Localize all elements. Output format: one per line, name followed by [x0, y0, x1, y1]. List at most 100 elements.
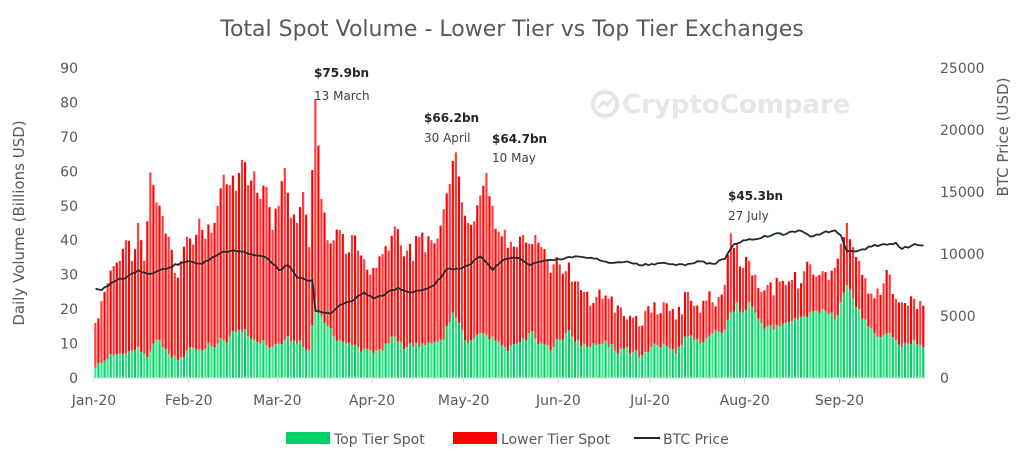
- bar-top-tier: [231, 331, 234, 378]
- bar-lower-tier: [815, 276, 818, 311]
- bar-top-tier: [222, 340, 225, 378]
- bar-top-tier: [567, 330, 571, 378]
- bar-lower-tier: [598, 289, 601, 345]
- bar-top-tier: [97, 362, 100, 378]
- bar-top-tier: [604, 340, 607, 378]
- bar-lower-tier: [586, 291, 589, 347]
- bar-top-tier: [228, 336, 231, 378]
- bar-top-tier: [280, 344, 283, 378]
- bar-top-tier: [369, 350, 372, 378]
- bar-top-tier: [497, 341, 500, 378]
- bar-top-tier: [720, 332, 723, 378]
- bar-top-tier: [564, 333, 567, 378]
- annotation-date: 10 May: [492, 151, 536, 165]
- bar-lower-tier: [231, 175, 234, 332]
- bar-top-tier: [518, 342, 522, 378]
- bar-top-tier: [903, 342, 907, 378]
- bar-top-tier: [225, 342, 228, 378]
- bar-lower-tier: [741, 267, 745, 313]
- x-tick-label: May-20: [438, 393, 490, 409]
- y-axis-ticks: 0 10 20 30 40 50 60 70 80 90: [60, 61, 78, 387]
- bar-lower-tier: [448, 183, 451, 322]
- watermark-text: CryptoCompare: [622, 90, 850, 120]
- bar-top-tier: [836, 315, 839, 378]
- bar-lower-tier: [164, 233, 167, 350]
- bar-lower-tier: [900, 302, 904, 347]
- y2-tick-label: 25000: [940, 61, 985, 77]
- bar-top-tier: [598, 344, 601, 378]
- bar-lower-tier: [573, 281, 577, 342]
- bar-top-tier: [662, 343, 665, 378]
- bar-lower-tier: [470, 224, 473, 341]
- bar-top-tier: [393, 336, 396, 378]
- bar-lower-tier: [424, 252, 427, 346]
- bar-top-tier: [216, 343, 219, 378]
- bar-lower-tier: [317, 145, 320, 313]
- bar-lower-tier: [763, 290, 766, 329]
- bar-top-tier: [219, 338, 222, 378]
- bar-top-tier: [714, 330, 717, 378]
- bar-lower-tier: [158, 205, 161, 340]
- bar-top-tier: [644, 352, 647, 378]
- annotation-date: 30 April: [424, 131, 471, 145]
- bar-lower-tier: [787, 281, 790, 322]
- bar-lower-tier: [213, 222, 216, 348]
- bar-lower-tier: [366, 269, 369, 349]
- bar-lower-tier: [754, 274, 757, 313]
- bar-top-tier: [338, 340, 341, 378]
- bar-top-tier: [207, 342, 210, 378]
- bar-top-tier: [723, 329, 726, 378]
- legend-item-btc-price[interactable]: BTC Price: [634, 432, 729, 448]
- bar-lower-tier: [882, 283, 885, 335]
- bar-lower-tier: [314, 99, 317, 299]
- bar-lower-tier: [751, 275, 754, 307]
- bar-top-tier: [735, 302, 739, 378]
- bar-top-tier: [341, 341, 344, 378]
- bar-top-tier: [745, 309, 748, 378]
- bar-top-tier: [784, 322, 787, 378]
- bar-top-tier: [195, 349, 198, 378]
- bar-lower-tier: [647, 306, 650, 352]
- bar-lower-tier: [577, 281, 580, 341]
- x-tick-label: Apr-20: [349, 393, 395, 409]
- bar-top-tier: [696, 338, 699, 378]
- bar-top-tier: [815, 310, 818, 378]
- bar-lower-tier: [277, 205, 280, 344]
- bar-top-tier: [601, 343, 604, 378]
- legend-item-top-tier[interactable]: Top Tier Spot: [286, 432, 425, 448]
- bar-top-tier: [796, 319, 800, 378]
- bar-lower-tier: [378, 256, 381, 350]
- bar-top-tier: [408, 343, 412, 378]
- bar-top-tier: [289, 341, 292, 378]
- bar-lower-tier: [463, 215, 467, 341]
- bar-top-tier: [879, 337, 882, 378]
- bar-top-tier: [729, 312, 732, 378]
- bar-top-tier: [793, 317, 797, 378]
- y-tick-label: 70: [60, 130, 78, 146]
- bar-lower-tier: [109, 270, 112, 354]
- bar-top-tier: [665, 346, 668, 378]
- bar-top-tier: [812, 311, 815, 378]
- bar-lower-tier: [503, 229, 506, 347]
- bar-lower-tier: [659, 313, 662, 348]
- bar-lower-tier: [323, 212, 326, 323]
- bar-top-tier: [210, 346, 213, 378]
- y-tick-label: 80: [60, 95, 78, 111]
- bar-lower-tier: [176, 277, 179, 361]
- bar-lower-tier: [140, 240, 143, 353]
- bar-top-tier: [155, 340, 158, 378]
- bar-lower-tier: [604, 295, 607, 341]
- bar-top-tier: [607, 347, 610, 378]
- bar-lower-tier: [919, 300, 922, 346]
- bar-top-tier: [470, 340, 473, 378]
- bar-top-tier: [800, 316, 803, 378]
- x-axis-ticks: Jan-20 Feb-20 Mar-20 Apr-20 May-20 Jun-20 Jul-…: [71, 378, 864, 409]
- bar-lower-tier: [522, 235, 525, 339]
- legend-item-lower-tier[interactable]: Lower Tier Spot: [453, 432, 611, 448]
- bar-lower-tier: [185, 236, 189, 351]
- bar-lower-tier: [283, 167, 286, 341]
- watermark: CryptoCompare: [591, 90, 850, 120]
- bar-lower-tier: [103, 291, 106, 361]
- bar-lower-tier: [778, 281, 781, 327]
- bar-lower-tier: [699, 312, 702, 344]
